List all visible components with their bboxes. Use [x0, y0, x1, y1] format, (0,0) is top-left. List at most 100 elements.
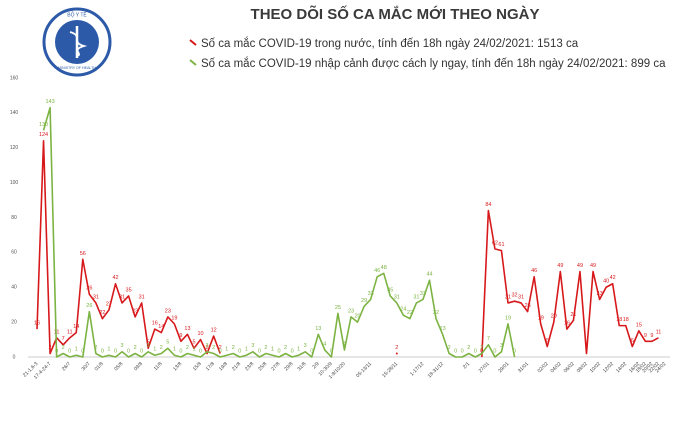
data-label: 33 — [368, 291, 374, 297]
data-label: 33 — [420, 291, 426, 297]
data-label: 40 — [603, 279, 609, 285]
data-label: 26 — [525, 303, 531, 309]
data-label: 18 — [623, 317, 629, 323]
data-label: 61 — [498, 242, 504, 248]
data-label: 44 — [426, 272, 432, 278]
data-label: 31 — [394, 294, 400, 300]
data-label: 2 — [134, 345, 137, 351]
data-label: 7 — [62, 336, 65, 342]
data-label: 143 — [45, 99, 54, 105]
data-label: 20 — [354, 314, 360, 320]
data-label: 1 — [271, 347, 274, 353]
data-label: 1 — [192, 347, 195, 353]
logo-text: MINISTRY OF HEALTH — [58, 66, 96, 70]
y-tick-label: 80 — [11, 215, 17, 221]
data-label: 25 — [335, 305, 341, 311]
data-label: 35 — [126, 287, 132, 293]
data-label: 13 — [440, 326, 446, 332]
x-tick-label: 25/8 — [257, 361, 268, 372]
data-label: 3 — [206, 343, 209, 349]
data-label: 0 — [258, 348, 261, 354]
data-label: 0 — [513, 348, 516, 354]
data-label: 31 — [139, 294, 145, 300]
x-tick-label: 30/7 — [81, 361, 92, 372]
x-tick-label: 19/8 — [218, 361, 229, 372]
x-tick-label: 2/1 — [462, 361, 471, 370]
y-tick-label: 120 — [10, 145, 19, 151]
data-label: 0 — [127, 348, 130, 354]
data-label: 9 — [179, 333, 182, 339]
data-label: 2 — [62, 345, 65, 351]
data-label: 24 — [400, 307, 406, 313]
series-line — [36, 139, 221, 355]
data-label: 23 — [132, 308, 138, 314]
data-label: 11 — [67, 329, 73, 335]
data-label: 2 — [160, 345, 163, 351]
data-label: 23 — [165, 308, 171, 314]
data-label: 3 — [121, 343, 124, 349]
data-label: 2 — [480, 345, 483, 351]
data-label: 2 — [49, 345, 52, 351]
data-label: 2 — [448, 345, 451, 351]
y-tick-label: 100 — [10, 180, 19, 186]
data-label: 1 — [225, 347, 228, 353]
data-label: 11 — [656, 329, 662, 335]
data-label: 46 — [374, 268, 380, 274]
data-label: 0 — [310, 348, 313, 354]
data-label: 31 — [119, 294, 125, 300]
data-label: 42 — [112, 275, 118, 281]
data-label: 29 — [361, 298, 367, 304]
series-line — [481, 209, 659, 358]
data-label: 42 — [610, 275, 616, 281]
data-label: 9 — [650, 333, 653, 339]
data-label: 16 — [152, 321, 158, 327]
y-tick-label: 60 — [11, 250, 17, 256]
data-label: 84 — [485, 202, 491, 208]
y-tick-label: 140 — [10, 110, 19, 116]
x-tick-label: 26/7 — [61, 361, 72, 372]
data-label: 3 — [251, 343, 254, 349]
data-label: 3 — [500, 343, 503, 349]
data-label: 4 — [323, 341, 326, 347]
data-label: 1 — [75, 347, 78, 353]
data-label: 0 — [114, 348, 117, 354]
x-tick-label: 01/8 — [94, 361, 105, 372]
logo-snake — [69, 31, 88, 57]
data-label: 2 — [232, 345, 235, 351]
legend-swatch — [189, 59, 197, 66]
data-label: 20 — [551, 314, 557, 320]
data-label: 1 — [153, 347, 156, 353]
data-label: 49 — [577, 263, 583, 269]
x-tick-label: 31/8 — [296, 361, 307, 372]
data-label: 16 — [34, 321, 40, 327]
data-label: 56 — [80, 251, 86, 257]
data-label: 22 — [99, 310, 105, 316]
data-label: 2 — [467, 345, 470, 351]
data-label: 130 — [39, 122, 48, 128]
data-label: 0 — [179, 348, 182, 354]
data-label: 2 — [219, 345, 222, 351]
x-tick-label: 13/8 — [172, 361, 183, 372]
data-label: 13 — [315, 326, 321, 332]
data-label: 2 — [264, 345, 267, 351]
data-label: 5 — [147, 340, 150, 346]
data-label: 3 — [304, 343, 307, 349]
data-label: 36 — [86, 286, 92, 292]
data-label: 22 — [433, 310, 439, 316]
data-label: 1 — [297, 347, 300, 353]
x-tick-label: 23/8 — [244, 361, 255, 372]
data-label: 0 — [480, 348, 483, 354]
chart-title: THEO DÕI SỐ CA MẮC MỚI THEO NGÀY — [251, 5, 540, 23]
series-line — [42, 106, 516, 358]
data-label: 31 — [413, 294, 419, 300]
data-label: 3 — [147, 343, 150, 349]
data-label: 0 — [238, 348, 241, 354]
data-label: 2 — [284, 345, 287, 351]
data-label: 33 — [597, 291, 603, 297]
data-label: 12 — [211, 328, 217, 334]
data-label: 7 — [487, 336, 490, 342]
legend-swatch — [189, 39, 197, 46]
y-tick-label: 40 — [11, 285, 17, 291]
x-tick-label: 21/8 — [231, 361, 242, 372]
